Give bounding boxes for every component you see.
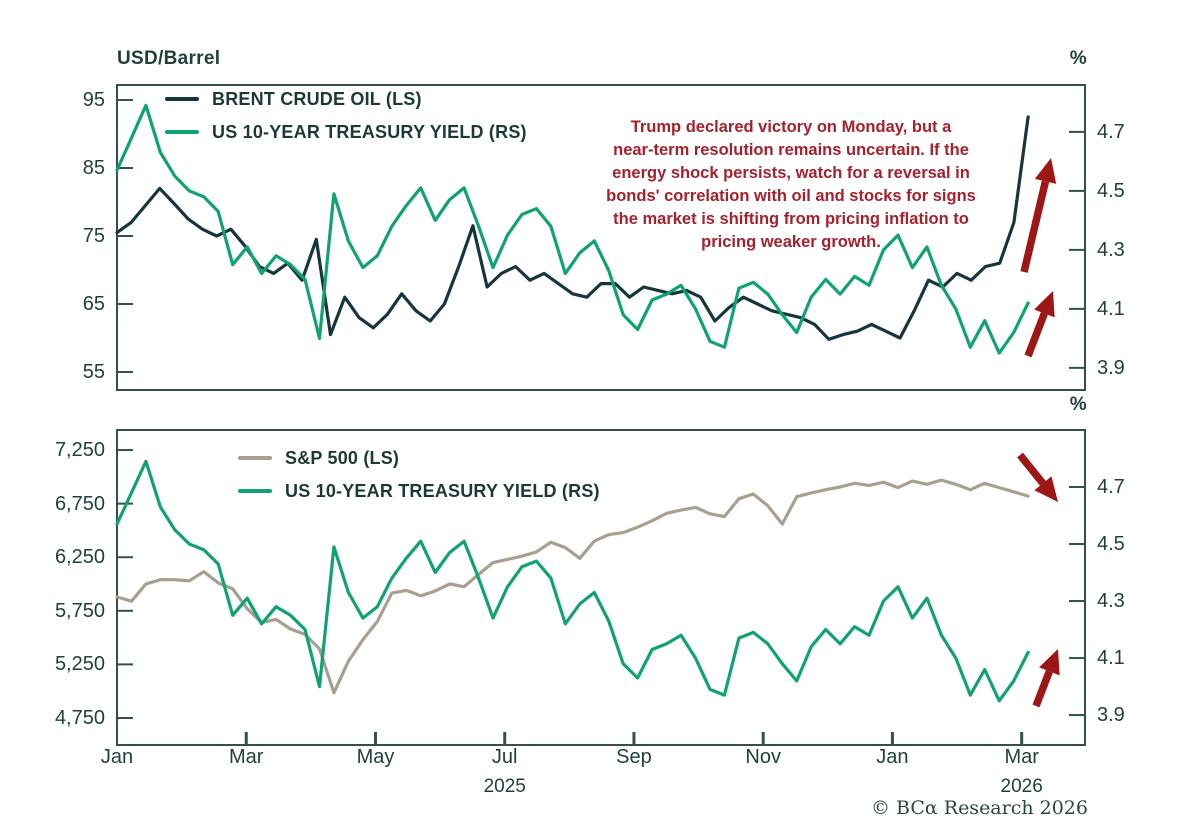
y-tick-label-right-bottom: 4.3: [1097, 590, 1125, 613]
bottom-right-unit-label: %: [1069, 394, 1087, 415]
us10y-line-swatch-bottom: [238, 489, 272, 493]
y-tick-label-right-bottom: 3.9: [1097, 704, 1125, 727]
y-tick-label-left-top: 65: [82, 292, 105, 315]
y-tick-label-left-bottom: 4,750: [54, 706, 105, 729]
bottom-panel-legend: S&P 500 (LS) US 10-YEAR TREASURY YIELD (…: [238, 446, 600, 503]
top-right-unit-label: %: [1069, 48, 1087, 69]
y-tick-label-right-top: 4.5: [1097, 179, 1125, 202]
copyright-text: © BCα Research 2026: [871, 797, 1088, 819]
y-tick-label-right-top: 4.3: [1097, 238, 1125, 261]
y-tick-label-left-bottom: 5,250: [54, 653, 105, 676]
x-tick-label-mar: Mar: [229, 746, 264, 768]
legend-item-brent: BRENT CRUDE OIL (LS): [165, 87, 527, 111]
y-tick-label-left-top: 55: [82, 360, 105, 383]
x-tick-label-sep: Sep: [616, 746, 652, 768]
x-tick-label-jan: Jan: [100, 746, 134, 768]
y-tick-label-right-bottom: 4.1: [1097, 647, 1125, 670]
y-tick-label-right-bottom: 4.5: [1097, 533, 1125, 556]
y-tick-label-right-top: 3.9: [1097, 356, 1125, 379]
legend-label-spx: S&P 500 (LS): [285, 447, 400, 468]
y-tick-label-left-bottom: 7,250: [54, 439, 105, 462]
year-label-2025: 2025: [483, 776, 526, 797]
x-tick-label-may: May: [356, 746, 395, 768]
y-tick-label-right-bottom: 4.7: [1097, 476, 1125, 498]
y-tick-label-left-bottom: 6,750: [54, 492, 105, 515]
x-tick-label-mar: Mar: [1004, 746, 1039, 768]
y-tick-label-left-bottom: 6,250: [54, 546, 105, 569]
y-tick-label-left-bottom: 5,750: [54, 599, 105, 622]
y-tick-label-left-top: 95: [82, 89, 105, 112]
legend-label-us10y-top: US 10-YEAR TREASURY YIELD (RS): [212, 121, 527, 142]
x-tick-label-nov: Nov: [745, 746, 781, 768]
legend-label-brent: BRENT CRUDE OIL (LS): [212, 88, 422, 109]
legend-label-us10y-bottom: US 10-YEAR TREASURY YIELD (RS): [285, 480, 600, 501]
y-tick-label-right-top: 4.1: [1097, 297, 1125, 320]
year-label-2026: 2026: [1000, 776, 1043, 797]
x-tick-label-jan: Jan: [876, 746, 909, 768]
y-tick-label-left-top: 75: [82, 225, 105, 247]
legend-item-us10y-bottom: US 10-YEAR TREASURY YIELD (RS): [238, 479, 600, 503]
brent-line-swatch: [165, 97, 199, 101]
top-panel-legend: BRENT CRUDE OIL (LS) US 10-YEAR TREASURY…: [165, 87, 527, 144]
legend-item-us10y-top: US 10-YEAR TREASURY YIELD (RS): [165, 120, 527, 144]
x-tick-label-jul: Jul: [491, 746, 518, 768]
legend-item-spx: S&P 500 (LS): [238, 446, 600, 470]
us10y-line-swatch-top: [165, 130, 199, 134]
top-left-unit-label: USD/Barrel: [117, 48, 221, 69]
y-tick-label-left-top: 85: [82, 157, 105, 179]
y-tick-label-right-top: 4.7: [1097, 120, 1125, 143]
annotation-text: Trump declared victory on Monday, but a …: [606, 118, 976, 251]
spx-line-swatch: [238, 456, 272, 460]
